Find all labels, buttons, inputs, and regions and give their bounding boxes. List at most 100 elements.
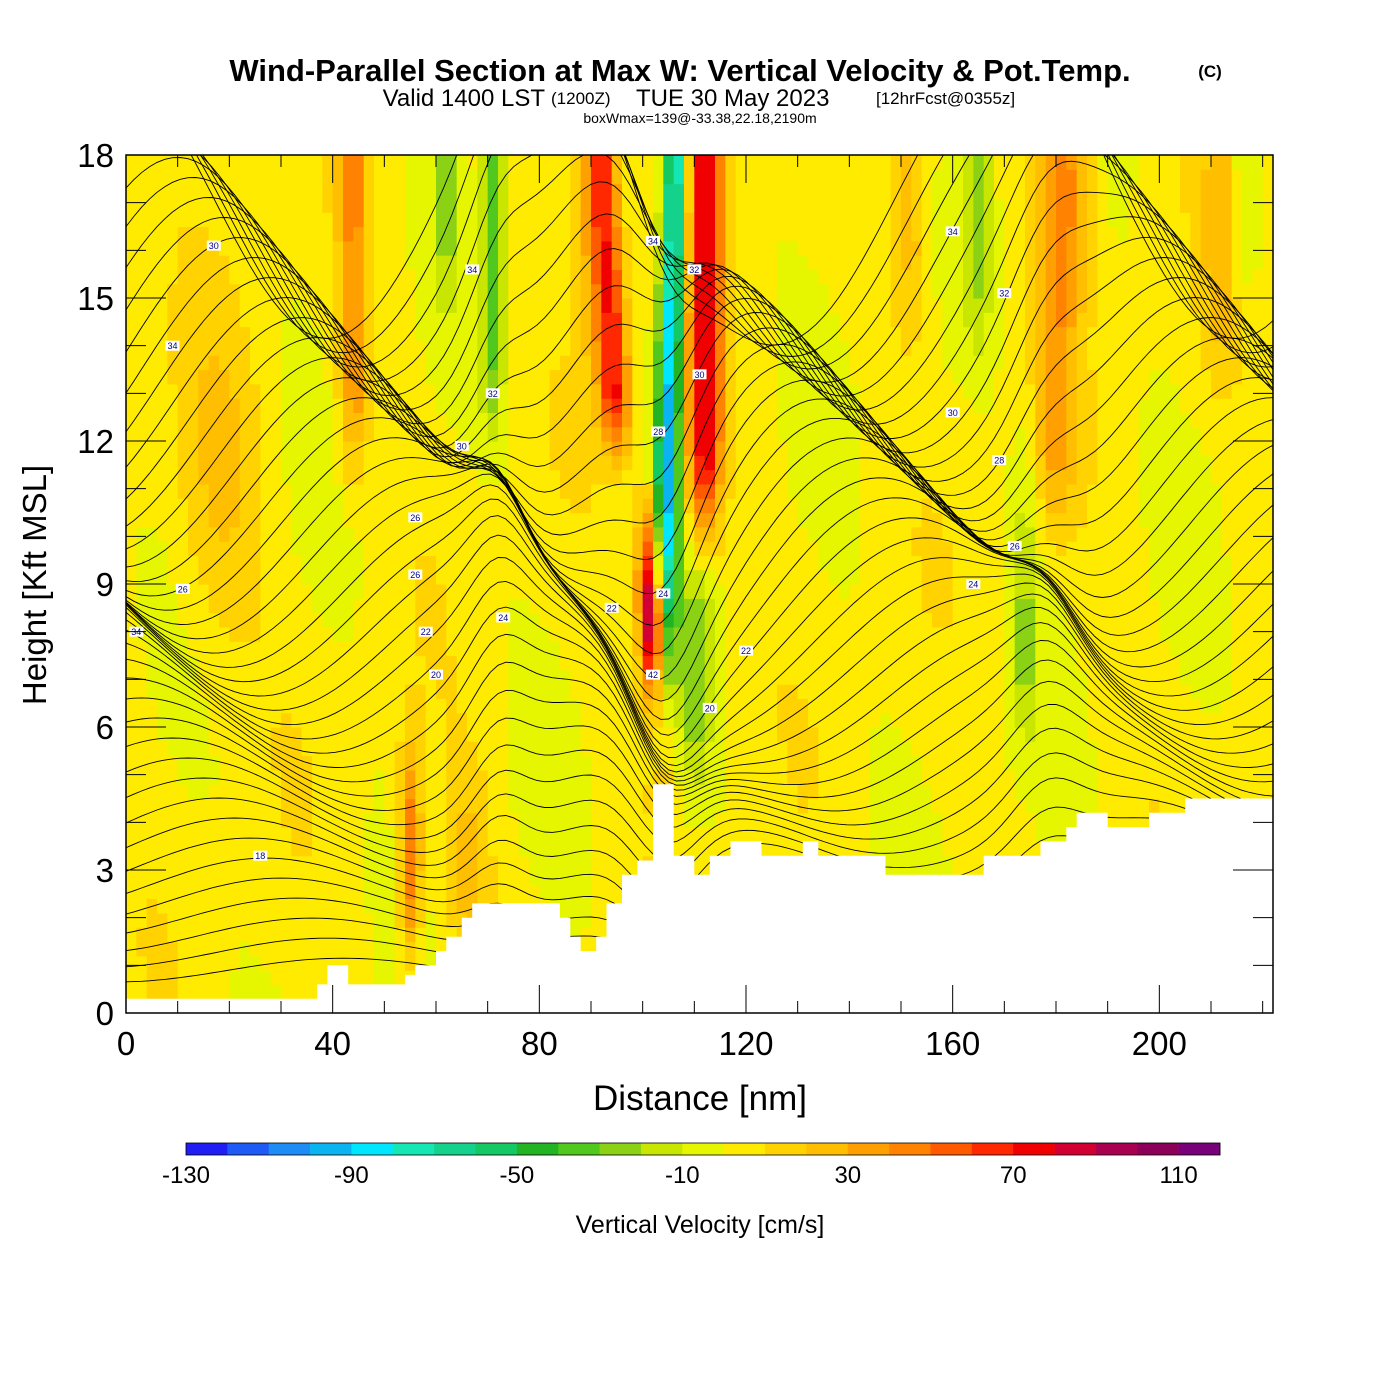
field-cell: [384, 226, 396, 242]
field-cell: [549, 684, 561, 699]
field-cell: [301, 626, 313, 642]
field-cell: [560, 712, 571, 728]
field-cell: [312, 183, 323, 199]
field-cell: [260, 569, 272, 585]
field-cell: [384, 155, 396, 170]
field-cell: [859, 212, 871, 228]
field-cell: [332, 441, 344, 456]
field-cell: [477, 526, 489, 542]
field-cell: [756, 755, 768, 771]
field-cell: [146, 855, 158, 871]
field-cell: [260, 984, 272, 1000]
field-cell: [301, 812, 313, 828]
field-cell: [839, 626, 850, 642]
field-cell: [425, 884, 437, 900]
field-cell: [901, 283, 912, 299]
field-cell: [126, 441, 137, 456]
field-cell: [973, 855, 985, 871]
field-cell: [808, 526, 819, 542]
field-cell: [270, 855, 282, 871]
field-cell: [632, 641, 644, 657]
field-cell: [415, 240, 427, 256]
field-cell: [704, 255, 716, 270]
field-cell: [818, 569, 830, 585]
field-cell: [208, 255, 220, 270]
field-cell: [374, 541, 385, 556]
field-cell: [859, 755, 871, 771]
field-cell: [601, 283, 613, 299]
field-cell: [591, 884, 602, 900]
field-cell: [322, 483, 334, 499]
field-cell: [642, 197, 654, 213]
field-cell: [363, 312, 375, 328]
field-cell: [229, 312, 241, 328]
field-cell: [622, 541, 633, 556]
field-cell: [694, 626, 706, 642]
field-cell: [756, 626, 768, 642]
field-cell: [343, 755, 354, 771]
field-cell: [787, 769, 799, 785]
field-cell: [188, 498, 199, 514]
field-cell: [260, 412, 272, 428]
field-cell: [890, 626, 902, 642]
field-cell: [281, 569, 292, 585]
field-cell: [353, 769, 365, 785]
field-cell: [384, 727, 396, 742]
field-cell: [622, 498, 633, 514]
field-cell: [270, 541, 282, 556]
field-cell: [394, 698, 406, 714]
field-cell: [301, 312, 313, 328]
field-cell: [188, 312, 199, 328]
field-cell: [250, 226, 261, 242]
field-cell: [704, 312, 716, 328]
field-cell: [394, 355, 406, 371]
field-cell: [508, 283, 520, 299]
field-cell: [653, 212, 664, 228]
field-cell: [126, 426, 137, 442]
field-cell: [694, 855, 706, 871]
field-cell: [146, 283, 158, 299]
field-cell: [828, 612, 840, 628]
field-cell: [777, 441, 788, 456]
field-cell: [239, 441, 251, 456]
field-cell: [601, 855, 613, 871]
field-cell: [239, 569, 251, 585]
field-cell: [890, 784, 902, 800]
field-cell: [250, 155, 261, 170]
field-cell: [136, 526, 148, 542]
field-cell: [642, 612, 654, 628]
field-cell: [828, 355, 840, 371]
field-cell: [901, 569, 912, 585]
field-cell: [126, 784, 137, 800]
field-cell: [952, 412, 964, 428]
field-cell: [167, 240, 179, 256]
field-cell: [622, 212, 633, 228]
field-cell: [684, 798, 695, 814]
field-cell: [622, 598, 633, 614]
field-cell: [849, 226, 861, 242]
field-cell: [343, 526, 354, 542]
field-cell: [229, 398, 241, 413]
field-cell: [849, 769, 861, 785]
field-cell: [374, 970, 385, 985]
field-cell: [487, 870, 499, 885]
field-cell: [363, 412, 375, 428]
field-cell: [952, 598, 964, 614]
field-cell: [808, 426, 819, 442]
field-cell: [167, 269, 179, 285]
plot-area: 3426183430343230262622202422343230282442…: [126, 155, 1273, 1013]
field-cell: [632, 283, 644, 299]
field-cell: [384, 269, 396, 285]
field-cell: [467, 755, 478, 771]
field-cell: [198, 584, 210, 599]
valid-time-prefix: Valid 1400 LST: [383, 85, 546, 112]
field-cell: [281, 512, 292, 528]
field-cell: [188, 512, 199, 528]
field-cell: [549, 498, 561, 514]
field-cell: [704, 512, 716, 528]
field-cell: [890, 169, 902, 185]
field-cell: [704, 684, 716, 699]
field-cell: [766, 483, 778, 499]
field-cell: [301, 727, 313, 742]
field-cell: [942, 526, 954, 542]
